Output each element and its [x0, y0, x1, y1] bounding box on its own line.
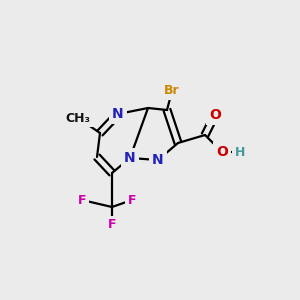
Text: N: N [112, 107, 124, 121]
Text: O: O [216, 145, 228, 159]
Text: CH₃: CH₃ [65, 112, 91, 124]
Text: Br: Br [164, 85, 180, 98]
Text: F: F [128, 194, 136, 206]
Text: N: N [152, 153, 164, 167]
Text: N: N [124, 151, 136, 165]
Text: F: F [78, 194, 86, 206]
Text: F: F [108, 218, 116, 232]
Text: O: O [209, 108, 221, 122]
Text: H: H [235, 146, 245, 158]
